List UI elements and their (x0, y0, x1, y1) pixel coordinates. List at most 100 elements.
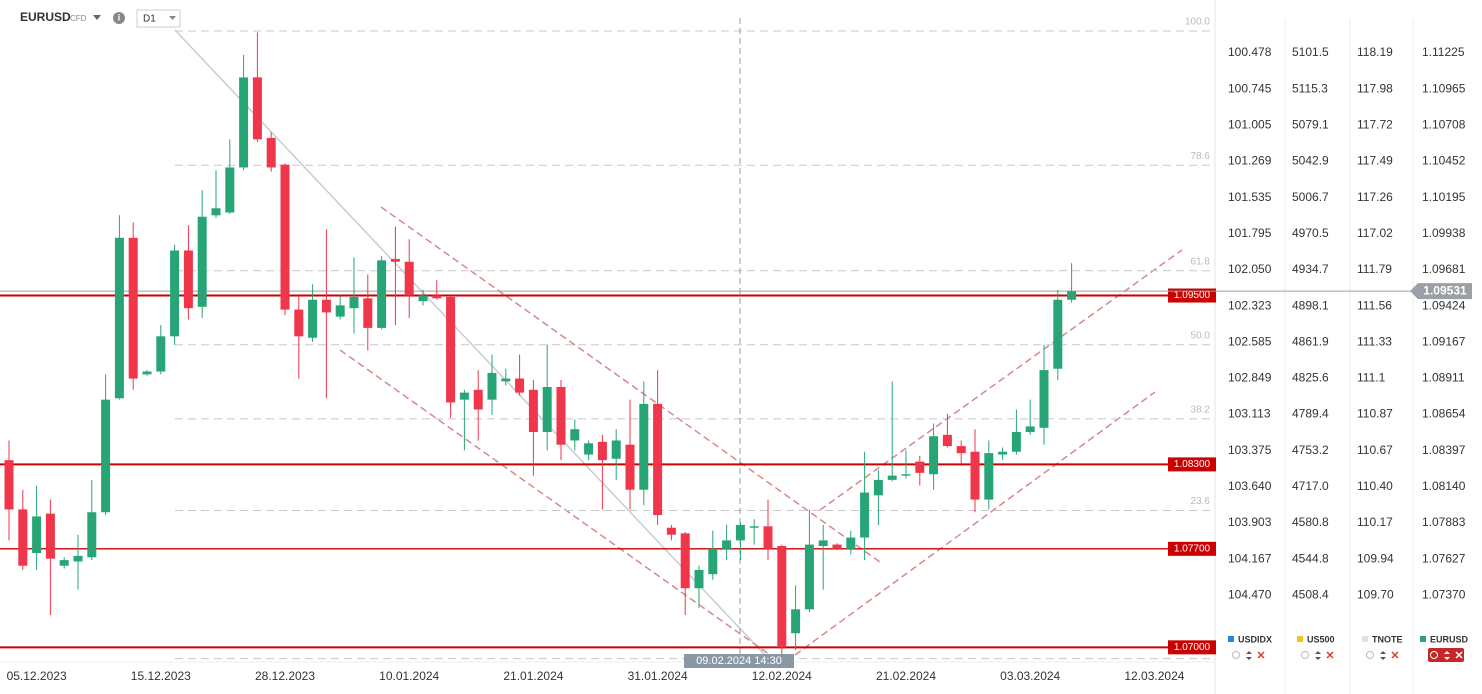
candle-body (873, 479, 883, 496)
last-price-tag (1410, 283, 1472, 300)
timeframe-select[interactable] (136, 9, 181, 28)
legend-label: USDIDX (1238, 634, 1272, 644)
scale-tick-label: 4789.4 (1292, 407, 1329, 421)
order-icon (1315, 651, 1321, 660)
trend-line[interactable] (174, 29, 766, 656)
candle-body (680, 533, 690, 589)
scale-tick-label: 4580.8 (1292, 515, 1329, 529)
candle-body (722, 540, 732, 549)
candle-body (887, 475, 897, 480)
scale-tick-label: 4717.0 (1292, 479, 1329, 493)
candle-body (597, 441, 607, 461)
scale-tick-label: 117.72 (1357, 118, 1393, 132)
legend-label: US500 (1307, 634, 1335, 644)
candle-body (570, 429, 580, 441)
symbol-kind: CFD (70, 14, 87, 23)
candle-body (804, 544, 814, 610)
candle-body (542, 386, 552, 433)
price-level-tag (1168, 541, 1216, 556)
candle-body (446, 296, 456, 403)
scale-tick-label: 103.903 (1228, 515, 1272, 529)
y-tick-label: 1.08911 (1422, 371, 1465, 385)
y-tick-label: 1.09938 (1422, 226, 1466, 240)
scale-tick-label: 100.745 (1228, 82, 1272, 96)
scale-tick-label: 117.02 (1357, 226, 1393, 240)
candle-body (183, 250, 193, 309)
legend-swatch (1362, 636, 1368, 642)
y-tick-label: 1.08397 (1422, 443, 1466, 457)
candle-body (984, 453, 994, 500)
scale-tick-label: 111.56 (1357, 298, 1392, 312)
y-tick-label: 1.09424 (1422, 298, 1466, 312)
scale-tick-label: 101.535 (1228, 190, 1272, 204)
visibility-icon[interactable] (1232, 651, 1240, 659)
scale-tick-label: 103.113 (1228, 407, 1271, 421)
price-level-label: 1.07700 (1174, 543, 1211, 554)
scale-tick-label: 104.470 (1228, 587, 1272, 601)
x-tick-label: 28.12.2023 (255, 669, 315, 683)
candle-body (749, 526, 759, 528)
x-tick-label: 03.03.2024 (1000, 669, 1060, 683)
fib-label: 38.2 (1191, 404, 1211, 415)
scale-tick-label: 109.94 (1357, 551, 1394, 565)
crosshair-tag (684, 654, 794, 668)
candle-body (818, 540, 828, 547)
candle-body (128, 237, 138, 379)
scale-tick-label: 100.478 (1228, 45, 1272, 59)
candle-body (584, 443, 594, 455)
candle-body (901, 474, 911, 476)
candle-body (639, 403, 649, 490)
info-icon[interactable] (113, 12, 125, 24)
y-tick-label: 1.10965 (1422, 82, 1466, 96)
order-icon (1380, 651, 1386, 660)
x-tick-label: 21.01.2024 (503, 669, 563, 683)
scale-tick-label: 101.795 (1228, 226, 1272, 240)
channel-line[interactable] (794, 391, 1156, 656)
scale-tick-label: 110.87 (1357, 407, 1393, 421)
candle-body (860, 492, 870, 538)
candle-body (929, 436, 939, 475)
price-level-label: 1.07000 (1174, 642, 1211, 653)
channel-line[interactable] (380, 206, 881, 563)
scale-tick-label: 102.050 (1228, 262, 1272, 276)
dropdown-caret (169, 16, 176, 20)
y-tick-label: 1.09681 (1422, 262, 1466, 276)
candle-body (266, 137, 276, 168)
candle-body (294, 309, 304, 337)
candle-body (501, 378, 511, 382)
dropdown-caret[interactable] (93, 15, 101, 20)
candle-body (390, 258, 400, 262)
last-price-label: 1.09531 (1423, 283, 1467, 297)
candle-body (1025, 426, 1035, 433)
scale-tick-label: 102.849 (1228, 371, 1272, 385)
legend-button (1428, 648, 1464, 662)
candle-body (611, 440, 621, 459)
scale-tick-label: 102.323 (1228, 298, 1272, 312)
candle-body (998, 451, 1008, 455)
scale-tick-label: 111.33 (1357, 335, 1392, 349)
channel-line[interactable] (819, 249, 1183, 511)
candle-body (404, 261, 414, 296)
candle-body (459, 392, 469, 400)
candle-body (777, 546, 787, 648)
symbol[interactable]: EURUSD (20, 10, 71, 24)
y-tick-label: 1.10708 (1422, 118, 1466, 132)
candle-body (1067, 291, 1077, 300)
scale-tick-label: 110.40 (1357, 479, 1393, 493)
candle-body (666, 527, 676, 535)
y-tick-label: 1.11225 (1422, 45, 1465, 59)
candle-body (528, 389, 538, 433)
price-level-tag (1168, 640, 1216, 655)
y-tick-label: 1.08654 (1422, 407, 1466, 421)
scale-tick-label: 4970.5 (1292, 226, 1329, 240)
y-tick-label: 1.10452 (1422, 154, 1466, 168)
y-tick-label: 1.09167 (1422, 335, 1466, 349)
remove-icon (1257, 651, 1265, 659)
visibility-icon[interactable] (1366, 651, 1374, 659)
visibility-icon[interactable] (1430, 651, 1438, 659)
visibility-icon[interactable] (1301, 651, 1309, 659)
y-tick-label: 1.10195 (1422, 190, 1466, 204)
candle-body (321, 299, 331, 313)
fib-label: 50.0 (1191, 330, 1211, 341)
